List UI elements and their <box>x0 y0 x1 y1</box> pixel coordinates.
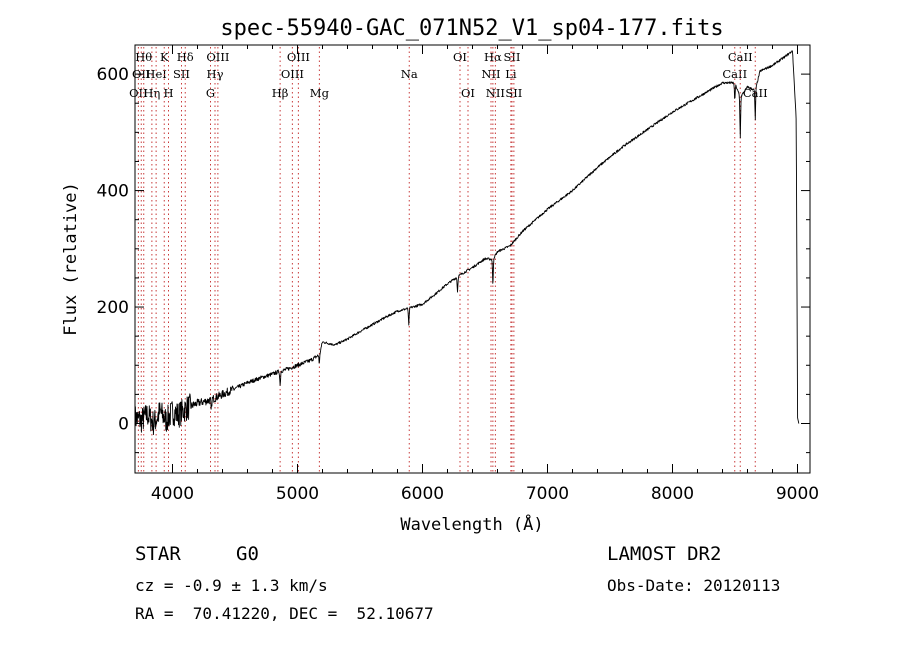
x-tick-label: 4000 <box>151 484 194 504</box>
line-marker-label: Hη <box>143 86 160 100</box>
line-markers: OIIOIIHθHηHeIKHSIIHδGHγOIIIHβOIIIOIIIMgN… <box>129 47 768 473</box>
line-marker-label: OII <box>129 86 148 100</box>
axis-ticks: 4000 5000 6000 7000 8000 9000 0 200 400 600 <box>97 44 819 504</box>
redshift-text: cz = -0.9 ± 1.3 km/s <box>135 576 328 595</box>
line-marker-label: Mg <box>310 86 330 100</box>
x-tick-label: 5000 <box>276 484 319 504</box>
line-marker-label: G <box>206 86 215 100</box>
obs-date: Obs-Date: 20120113 <box>607 576 781 595</box>
survey-name: LAMOST DR2 <box>607 543 722 565</box>
line-marker-label: OI <box>453 50 467 64</box>
object-class: STAR <box>135 543 181 565</box>
line-marker-label: NII <box>481 67 500 81</box>
plot-frame <box>134 44 811 474</box>
y-axis-label: Flux (relative) <box>61 182 81 336</box>
line-marker-label: H <box>163 86 173 100</box>
flux-line <box>134 50 800 436</box>
y-tick-label: 600 <box>97 65 129 85</box>
y-tick-label: 0 <box>118 415 129 435</box>
line-marker-label: SII <box>504 50 521 64</box>
x-tick-label: 7000 <box>526 484 569 504</box>
line-marker-label: Hγ <box>207 67 224 81</box>
x-axis-label: Wavelength (Å) <box>400 513 543 535</box>
chart-title: spec-55940-GAC_071N52_V1_sp04-177.fits <box>220 16 723 41</box>
line-marker-label: OIII <box>287 50 310 64</box>
line-marker-label: Hβ <box>272 86 289 100</box>
x-tick-label: 9000 <box>776 484 819 504</box>
line-marker-label: OI <box>461 86 475 100</box>
line-marker-label: CaII <box>728 50 753 64</box>
y-tick-label: 400 <box>97 182 129 202</box>
flux-series <box>134 50 800 436</box>
line-marker-label: SII <box>173 67 190 81</box>
line-marker-label: Hα <box>484 50 502 64</box>
x-tick-label: 6000 <box>401 484 444 504</box>
y-tick-label: 200 <box>97 298 129 318</box>
line-marker-label: SII <box>505 86 522 100</box>
object-subclass: G0 <box>236 543 259 565</box>
line-marker-label: NII <box>486 86 505 100</box>
line-marker-label: HeI <box>145 67 166 81</box>
line-marker-label: Hθ <box>135 50 152 64</box>
coordinates: RA = 70.41220, DEC = 52.10677 <box>135 604 434 623</box>
x-tick-label: 8000 <box>651 484 694 504</box>
line-marker-label: CaII <box>722 67 747 81</box>
line-marker-label: CaII <box>743 86 768 100</box>
line-marker-label: OIII <box>206 50 229 64</box>
line-marker-label: Na <box>401 67 418 81</box>
line-marker-label: K <box>160 50 169 64</box>
line-marker-label: OIII <box>281 67 304 81</box>
line-marker-label: Hδ <box>177 50 194 64</box>
line-marker-label: Li <box>505 67 517 81</box>
